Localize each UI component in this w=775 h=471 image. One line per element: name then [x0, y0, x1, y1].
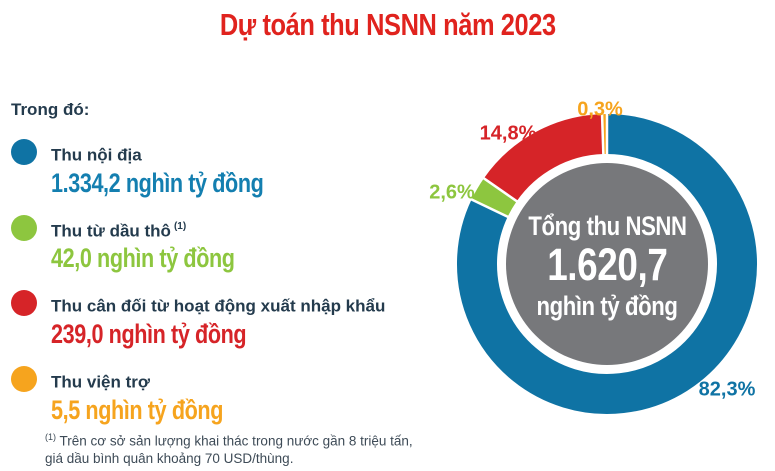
footnote-ref: (1) — [173, 220, 187, 232]
legend-item-value: 5,5 nghìn tỷ đồng — [51, 396, 266, 424]
page-title: Dự toán thu NSNN năm 2023 — [0, 8, 775, 42]
percent-label-thu-vien-tro: 0,3% — [577, 98, 623, 121]
legend-item-label-text: Thu nội địa — [51, 145, 142, 165]
percent-label-thu-noi-dia: 82,3% — [698, 378, 756, 401]
donut-center-value: 1.620,7 — [477, 242, 737, 288]
legend-item-thu-noi-dia: Thu nội địa 1.334,2 nghìn tỷ đồng — [11, 139, 431, 197]
donut-segment-2 — [483, 114, 604, 202]
legend-bullet-icon — [11, 365, 37, 392]
legend-item-label: Thu viện trợ — [51, 369, 266, 393]
legend-item-label: Thu nội địa — [51, 142, 317, 166]
legend-item-text: Thu từ dầu thô (1) 42,0 nghìn tỷ đồng — [51, 218, 281, 273]
donut-segment-0 — [457, 114, 757, 414]
donut-center-title-text: Tổng thu NSNN — [527, 211, 687, 241]
donut-chart — [437, 94, 775, 434]
legend-bullet-icon — [11, 214, 37, 241]
legend-item-thu-can-doi-xnk: Thu cân đối từ hoạt động xuất nhập khẩu … — [11, 290, 431, 348]
legend-item-value-text: 5,5 nghìn tỷ đồng — [51, 394, 223, 425]
legend-item-value-text: 1.334,2 nghìn tỷ đồng — [51, 167, 264, 198]
footnote-line-2: giá dầu bình quân khoảng 70 USD/thùng. — [45, 450, 294, 466]
donut-separator — [600, 112, 605, 157]
legend-item-text: Thu nội địa 1.334,2 nghìn tỷ đồng — [51, 142, 317, 197]
donut-center-disc — [506, 163, 708, 365]
donut-separator — [469, 197, 511, 219]
legend-item-value-text: 239,0 nghìn tỷ đồng — [51, 318, 247, 349]
footnote: (1) Trên cơ sở sản lượng khai thác trong… — [45, 429, 413, 467]
legend-item-label-text: Thu viện trợ — [51, 372, 150, 392]
donut-center-unit: nghìn tỷ đồng — [477, 288, 737, 324]
donut-segment-1 — [471, 178, 517, 218]
legend-item-thu-tu-dau-tho: Thu từ dầu thô (1) 42,0 nghìn tỷ đồng — [11, 214, 431, 273]
donut-chart-svg — [457, 112, 757, 414]
donut-separator — [481, 176, 520, 204]
page-title-text: Dự toán thu NSNN năm 2023 — [219, 7, 556, 42]
legend-item-value: 239,0 nghìn tỷ đồng — [51, 320, 388, 348]
donut-center-title: Tổng thu NSNN — [477, 210, 737, 242]
legend-item-value-text: 42,0 nghìn tỷ đồng — [51, 243, 235, 274]
legend-item-label: Thu cân đối từ hoạt động xuất nhập khẩu — [51, 293, 388, 317]
legend-item-text: Thu viện trợ 5,5 nghìn tỷ đồng — [51, 369, 266, 424]
legend: Trong đó: Thu nội địa 1.334,2 nghìn tỷ đ… — [11, 100, 431, 445]
legend-heading: Trong đó: — [11, 100, 90, 119]
legend-item-label-text: Thu từ dầu thô — [51, 221, 171, 241]
legend-item-text: Thu cân đối từ hoạt động xuất nhập khẩu … — [51, 293, 388, 348]
footnote-line-1: (1) Trên cơ sở sản lượng khai thác trong… — [45, 429, 413, 450]
donut-center-unit-text: nghìn tỷ đồng — [536, 291, 678, 321]
donut-center-value-text: 1.620,7 — [546, 239, 668, 290]
percent-label-thu-can-doi-xnk: 14,8% — [479, 122, 537, 145]
legend-bullet-icon — [11, 139, 37, 165]
legend-item-label: Thu từ dầu thô (1) — [51, 218, 281, 242]
legend-item-value: 1.334,2 nghìn tỷ đồng — [51, 169, 317, 197]
footnote-marker: (1) — [45, 432, 56, 442]
donut-center-label: Tổng thu NSNN 1.620,7 nghìn tỷ đồng — [477, 210, 737, 324]
percent-label-thu-tu-dau-tho: 2,6% — [429, 181, 475, 204]
legend-bullet-icon — [11, 290, 37, 317]
legend-item-label-text: Thu cân đối từ hoạt động xuất nhập khẩu — [51, 296, 386, 316]
legend-item-value: 42,0 nghìn tỷ đồng — [51, 244, 281, 272]
footnote-text-1: Trên cơ sở sản lượng khai thác trong nướ… — [59, 433, 413, 449]
legend-item-thu-vien-tro: Thu viện trợ 5,5 nghìn tỷ đồng — [11, 365, 431, 424]
